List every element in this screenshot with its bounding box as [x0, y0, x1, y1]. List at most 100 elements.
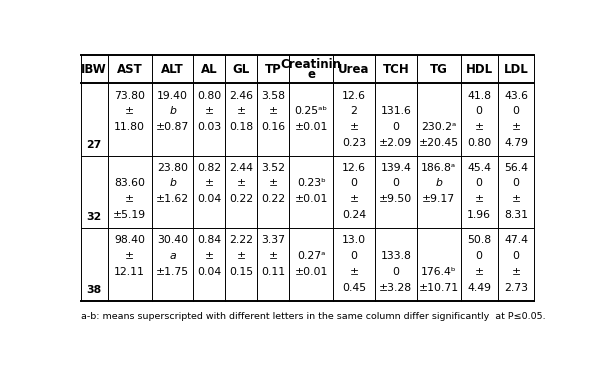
Text: ±: ± — [475, 267, 484, 277]
Text: ALT: ALT — [161, 63, 184, 76]
Text: ±9.17: ±9.17 — [422, 194, 455, 204]
Text: 0.22: 0.22 — [229, 194, 253, 204]
Text: 0.45: 0.45 — [342, 282, 366, 292]
Text: 0.27ᵃ: 0.27ᵃ — [297, 251, 325, 261]
Text: a-b: means superscripted with different letters in the same column differ signif: a-b: means superscripted with different … — [80, 312, 545, 321]
Text: 2.73: 2.73 — [504, 282, 528, 292]
Text: 0: 0 — [512, 178, 520, 188]
Text: ±: ± — [350, 194, 359, 204]
Text: 0: 0 — [512, 251, 520, 261]
Text: ±5.19: ±5.19 — [113, 210, 146, 220]
Text: 131.6: 131.6 — [380, 106, 411, 116]
Text: 2: 2 — [350, 106, 358, 116]
Text: ±: ± — [511, 267, 521, 277]
Text: ±: ± — [511, 122, 521, 132]
Text: 2.22: 2.22 — [229, 236, 253, 246]
Text: 0.80: 0.80 — [197, 91, 221, 101]
Text: ±: ± — [205, 178, 214, 188]
Text: 47.4: 47.4 — [504, 236, 528, 246]
Text: ±3.28: ±3.28 — [379, 282, 412, 292]
Text: 19.40: 19.40 — [157, 91, 188, 101]
Text: 3.37: 3.37 — [261, 236, 285, 246]
Text: 50.8: 50.8 — [467, 236, 491, 246]
Text: 0.22: 0.22 — [261, 194, 285, 204]
Text: 0: 0 — [350, 178, 358, 188]
Text: e: e — [307, 68, 315, 81]
Text: 0.15: 0.15 — [229, 267, 253, 277]
Text: TP: TP — [265, 63, 281, 76]
Text: 43.6: 43.6 — [504, 91, 528, 101]
Text: ±: ± — [125, 194, 134, 204]
Text: ±10.71: ±10.71 — [419, 282, 459, 292]
Text: 0: 0 — [476, 178, 483, 188]
Text: 2.44: 2.44 — [229, 163, 253, 173]
Text: ±: ± — [237, 251, 246, 261]
Text: 0: 0 — [512, 106, 520, 116]
Text: 139.4: 139.4 — [380, 163, 411, 173]
Text: 0.80: 0.80 — [467, 138, 491, 148]
Text: 0.23ᵇ: 0.23ᵇ — [297, 178, 326, 188]
Text: 3.52: 3.52 — [261, 163, 285, 173]
Text: ±: ± — [475, 194, 484, 204]
Text: 186.8ᵃ: 186.8ᵃ — [421, 163, 457, 173]
Text: 0: 0 — [476, 106, 483, 116]
Text: HDL: HDL — [466, 63, 493, 76]
Text: 0.84: 0.84 — [197, 236, 221, 246]
Text: a: a — [169, 251, 176, 261]
Text: ±: ± — [237, 106, 246, 116]
Text: 0: 0 — [392, 267, 400, 277]
Text: ±0.01: ±0.01 — [295, 267, 328, 277]
Text: ±20.45: ±20.45 — [419, 138, 459, 148]
Text: TG: TG — [430, 63, 448, 76]
Text: Creatinin: Creatinin — [281, 57, 341, 70]
Text: AL: AL — [201, 63, 218, 76]
Text: 2.46: 2.46 — [229, 91, 253, 101]
Text: ±: ± — [125, 106, 134, 116]
Text: ±: ± — [350, 267, 359, 277]
Text: 13.0: 13.0 — [342, 236, 366, 246]
Text: ±: ± — [205, 251, 214, 261]
Text: 56.4: 56.4 — [504, 163, 528, 173]
Text: 0.24: 0.24 — [342, 210, 366, 220]
Text: 1.96: 1.96 — [467, 210, 491, 220]
Text: ±1.75: ±1.75 — [156, 267, 189, 277]
Text: b: b — [169, 178, 176, 188]
Text: 23.80: 23.80 — [157, 163, 188, 173]
Text: 11.80: 11.80 — [114, 122, 145, 132]
Text: ±: ± — [475, 122, 484, 132]
Text: ±2.09: ±2.09 — [379, 138, 412, 148]
Text: 12.6: 12.6 — [342, 91, 366, 101]
Text: 27: 27 — [86, 140, 101, 150]
Text: 4.79: 4.79 — [504, 138, 528, 148]
Text: ±0.01: ±0.01 — [295, 122, 328, 132]
Text: ±: ± — [237, 178, 246, 188]
Text: 0.23: 0.23 — [342, 138, 366, 148]
Text: 12.11: 12.11 — [114, 267, 145, 277]
Text: 176.4ᵇ: 176.4ᵇ — [421, 267, 457, 277]
Text: 0: 0 — [392, 122, 400, 132]
Text: 73.80: 73.80 — [114, 91, 145, 101]
Text: 0.11: 0.11 — [261, 267, 285, 277]
Text: 133.8: 133.8 — [380, 251, 411, 261]
Text: ±1.62: ±1.62 — [156, 194, 189, 204]
Text: 230.2ᵃ: 230.2ᵃ — [421, 122, 457, 132]
Text: ±0.87: ±0.87 — [156, 122, 189, 132]
Text: 41.8: 41.8 — [467, 91, 491, 101]
Text: ±: ± — [269, 251, 278, 261]
Text: 0.03: 0.03 — [197, 122, 221, 132]
Text: 3.58: 3.58 — [261, 91, 285, 101]
Text: GL: GL — [233, 63, 250, 76]
Text: 0: 0 — [476, 251, 483, 261]
Text: 12.6: 12.6 — [342, 163, 366, 173]
Text: 0.18: 0.18 — [229, 122, 253, 132]
Text: IBW: IBW — [81, 63, 107, 76]
Text: AST: AST — [117, 63, 143, 76]
Text: ±: ± — [269, 106, 278, 116]
Text: 8.31: 8.31 — [504, 210, 528, 220]
Text: ±: ± — [350, 122, 359, 132]
Text: 0.82: 0.82 — [197, 163, 221, 173]
Text: 0: 0 — [392, 178, 400, 188]
Text: ±: ± — [511, 194, 521, 204]
Text: 0.25ᵃᵇ: 0.25ᵃᵇ — [295, 106, 328, 116]
Text: ±0.01: ±0.01 — [295, 194, 328, 204]
